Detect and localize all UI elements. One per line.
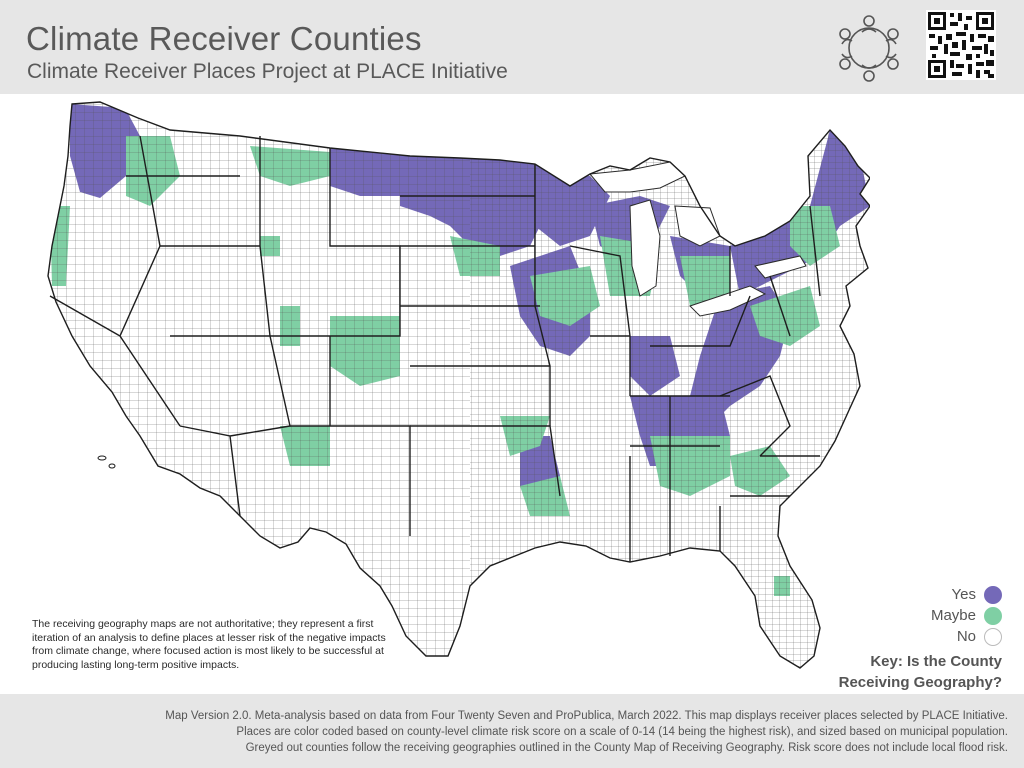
header-bar: Climate Receiver Counties Climate Receiv… [0,0,1024,94]
disclaimer-text: The receiving geography maps are not aut… [32,618,386,671]
footer-bar: Map Version 2.0. Meta-analysis based on … [0,694,1024,768]
legend-key-line1: Key: Is the County [870,653,1002,670]
legend-label: No [956,628,976,645]
great-lakes [589,161,807,317]
footer-line: Places are color coded based on county-l… [236,726,1008,738]
page-subtitle: Climate Receiver Places Project at PLACE… [27,60,508,83]
legend-label: Maybe [930,607,976,624]
legend-swatch-yes [984,585,1002,604]
legend-key-line2: Receiving Geography? [838,674,1002,691]
legend-item-maybe: Maybe [839,605,1002,626]
qr-code-icon [926,10,996,80]
footer-line: Map Version 2.0. Meta-analysis based on … [165,710,1008,722]
legend-label: Yes [951,586,976,603]
us-county-map [47,101,870,669]
page-title: Climate Receiver Counties [26,20,422,57]
map-legend: Yes Maybe No Key: Is the County Receivin… [839,584,1002,693]
legend-item-yes: Yes [839,584,1002,605]
legend-item-no: No [839,626,1002,647]
legend-swatch-no [984,627,1002,646]
coastal-islands [97,455,116,469]
people-circle-logo-icon [839,15,899,82]
state-borders [47,101,870,669]
footer-line: Greyed out counties follow the receiving… [245,742,1008,754]
legend-key-title: Key: Is the County Receiving Geography? [839,651,1002,693]
footer-notes: Map Version 2.0. Meta-analysis based on … [48,708,1008,756]
legend-swatch-maybe [984,606,1002,625]
